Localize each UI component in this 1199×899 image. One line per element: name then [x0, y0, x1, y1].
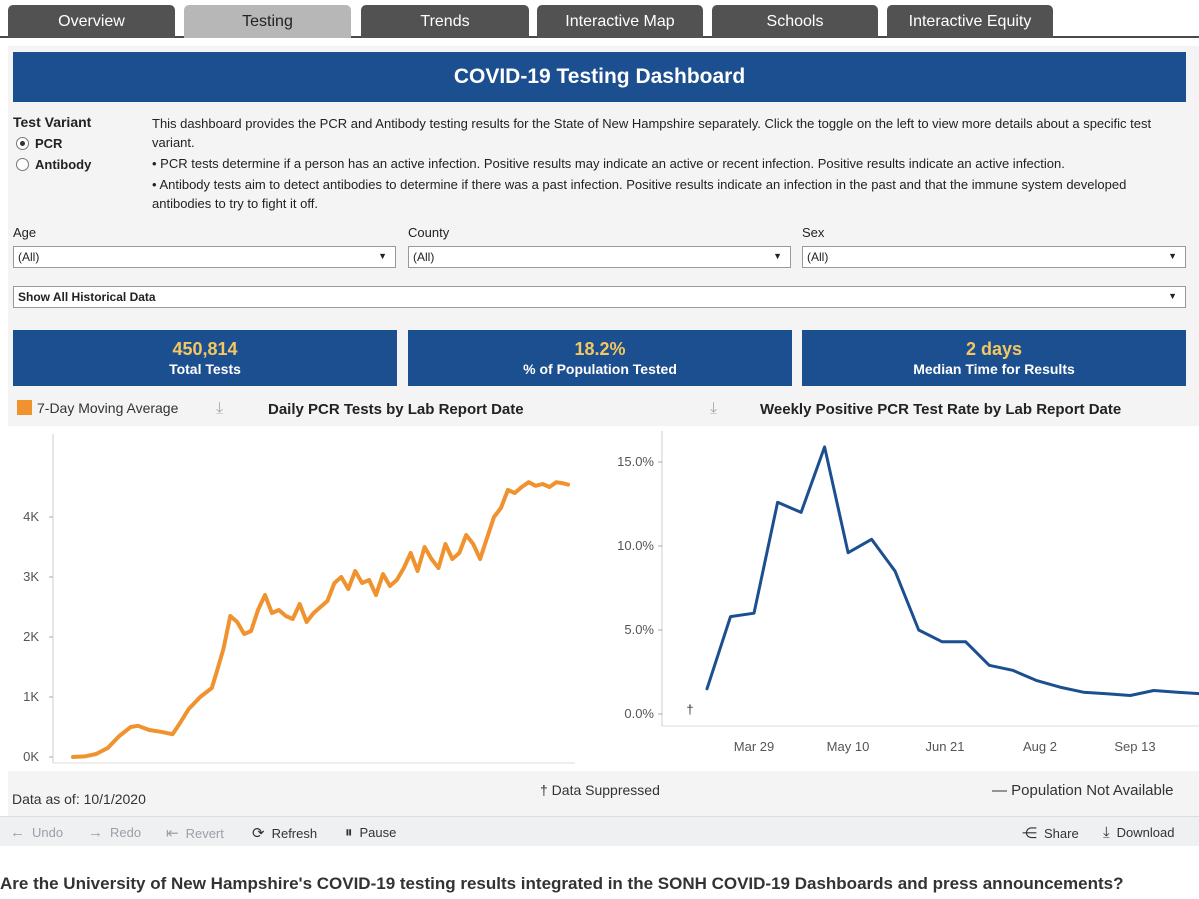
- historical-data-value: Show All Historical Data: [18, 290, 156, 304]
- data-suppressed-note: † Data Suppressed: [540, 782, 660, 798]
- revert-label: Revert: [185, 825, 224, 841]
- undo-label: Undo: [32, 825, 64, 840]
- download-icon[interactable]: ⤓: [216, 400, 224, 417]
- radio-pcr[interactable]: PCR: [16, 136, 62, 151]
- chart-positive-rate: 0.0% 5.0% 10.0% 15.0% Mar 29 May 10 Jun 21 Aug …: [598, 426, 1199, 771]
- dashboard: COVID-19 Testing Dashboard Test Variant …: [8, 46, 1199, 846]
- refresh-button[interactable]: ⟳ Refresh: [252, 824, 317, 842]
- tab-overview[interactable]: Overview: [8, 5, 175, 38]
- refresh-icon: ⟳: [252, 825, 265, 842]
- description-pcr: • PCR tests determine if a person has an…: [152, 156, 1065, 171]
- radio-pcr-label: PCR: [35, 136, 63, 151]
- redo-icon: →: [88, 824, 103, 841]
- redo-button[interactable]: → Redo: [88, 824, 141, 841]
- data-suppressed-marker: †: [686, 702, 693, 717]
- faq-question: Are the University of New Hampshire's CO…: [0, 874, 1124, 893]
- y-tick-label: 0.0%: [624, 706, 654, 721]
- y-tick-label: 2K: [23, 629, 39, 644]
- pause-button[interactable]: ⏸ Pause: [345, 824, 396, 841]
- revert-icon: ⇤: [166, 825, 179, 842]
- x-tick-label: Mar 29: [734, 739, 774, 754]
- kpi-median-time: 2 days Median Time for Results: [802, 330, 1186, 386]
- y-tick-label: 0K: [23, 749, 39, 764]
- dashboard-title: COVID-19 Testing Dashboard: [13, 52, 1186, 102]
- legend-label: 7-Day Moving Average: [37, 400, 179, 416]
- kpi-population-tested-label: % of Population Tested: [523, 361, 677, 377]
- kpi-population-tested: 18.2% % of Population Tested: [408, 330, 792, 386]
- chevron-down-icon: ▼: [378, 251, 387, 261]
- county-select-value: (All): [413, 250, 435, 264]
- y-tick-label: 15.0%: [617, 454, 654, 469]
- sex-filter-label: Sex: [802, 225, 825, 240]
- x-tick-label: Jun 21: [925, 739, 964, 754]
- x-tick-label: Sep 13: [1114, 739, 1155, 754]
- chart-daily-tests-title: Daily PCR Tests by Lab Report Date: [268, 401, 524, 418]
- redo-label: Redo: [110, 825, 142, 840]
- age-filter-label: Age: [13, 225, 37, 240]
- chevron-down-icon: ▼: [1168, 251, 1177, 261]
- tab-testing[interactable]: Testing: [184, 5, 351, 38]
- pause-label: Pause: [359, 825, 397, 840]
- x-tick-label: May 10: [827, 739, 870, 754]
- download-label: Download: [1116, 825, 1175, 840]
- download-button[interactable]: ⤓ Download: [1103, 824, 1174, 841]
- kpi-total-tests-label: Total Tests: [169, 361, 241, 377]
- chevron-down-icon: ▼: [1168, 291, 1177, 301]
- radio-antibody-label: Antibody: [35, 157, 92, 172]
- series-line-positive-rate: [705, 445, 1199, 697]
- description-intro: This dashboard provides the PCR and Anti…: [152, 116, 1152, 150]
- kpi-median-time-value: 2 days: [965, 339, 1023, 359]
- kpi-total-tests: 450,814 Total Tests: [13, 330, 397, 386]
- y-tick-label: 1K: [23, 689, 39, 704]
- y-tick-label: 10.0%: [617, 538, 654, 553]
- series-line-7-day-average: [71, 480, 570, 759]
- description: This dashboard provides the PCR and Anti…: [152, 114, 1182, 215]
- radio-antibody[interactable]: Antibody: [16, 157, 91, 172]
- tab-schools[interactable]: Schools: [712, 5, 878, 38]
- description-antibody: • Antibody tests aim to detect antibodie…: [152, 177, 1127, 211]
- chart-positive-rate-title: Weekly Positive PCR Test Rate by Lab Rep…: [760, 401, 1122, 418]
- chevron-down-icon: ▼: [773, 251, 782, 261]
- kpi-median-time-label: Median Time for Results: [913, 361, 1075, 377]
- legend-swatch: [17, 400, 32, 415]
- undo-icon: ←: [10, 824, 25, 841]
- revert-button[interactable]: ⇤ Revert: [166, 824, 224, 842]
- radio-antibody-dot[interactable]: [16, 158, 29, 171]
- sex-select-value: (All): [807, 250, 829, 264]
- sex-select[interactable]: (All) ▼: [802, 246, 1186, 268]
- tab-interactive-map[interactable]: Interactive Map: [537, 5, 703, 38]
- refresh-label: Refresh: [271, 825, 318, 841]
- test-variant-title: Test Variant: [13, 114, 92, 130]
- population-not-available-note: — Population Not Available: [992, 782, 1174, 799]
- x-tick-label: Aug 2: [1023, 739, 1057, 754]
- data-as-of: Data as of: 10/1/2020: [12, 791, 146, 807]
- radio-pcr-dot[interactable]: [16, 137, 29, 150]
- age-select-value: (All): [18, 250, 40, 264]
- share-button[interactable]: ⋲ Share: [1022, 824, 1079, 842]
- kpi-total-tests-value: 450,814: [172, 339, 238, 359]
- y-tick-label: 5.0%: [624, 622, 654, 637]
- y-tick-label: 3K: [23, 569, 39, 584]
- download-icon[interactable]: ⤓: [710, 400, 718, 417]
- county-filter-label: County: [408, 225, 450, 240]
- historical-data-select[interactable]: Show All Historical Data ▼: [13, 286, 1186, 308]
- y-tick-label: 4K: [23, 509, 39, 524]
- share-icon: ⋲: [1022, 825, 1037, 842]
- share-label: Share: [1044, 825, 1079, 841]
- toolbar: ← Undo → Redo ⇤ Revert ⟳ Refresh ⏸ Pause ⋲ Sha…: [0, 816, 1199, 846]
- tab-trends[interactable]: Trends: [361, 5, 529, 38]
- age-select[interactable]: (All) ▼: [13, 246, 396, 268]
- download-icon: ⤓: [1103, 824, 1110, 841]
- pause-icon: ⏸: [345, 824, 353, 841]
- undo-button[interactable]: ← Undo: [10, 824, 63, 841]
- tab-bar: Overview Testing Trends Interactive Map …: [0, 0, 1199, 38]
- kpi-population-tested-value: 18.2%: [574, 339, 626, 359]
- tab-interactive-equity[interactable]: Interactive Equity: [887, 5, 1053, 38]
- county-select[interactable]: (All) ▼: [408, 246, 791, 268]
